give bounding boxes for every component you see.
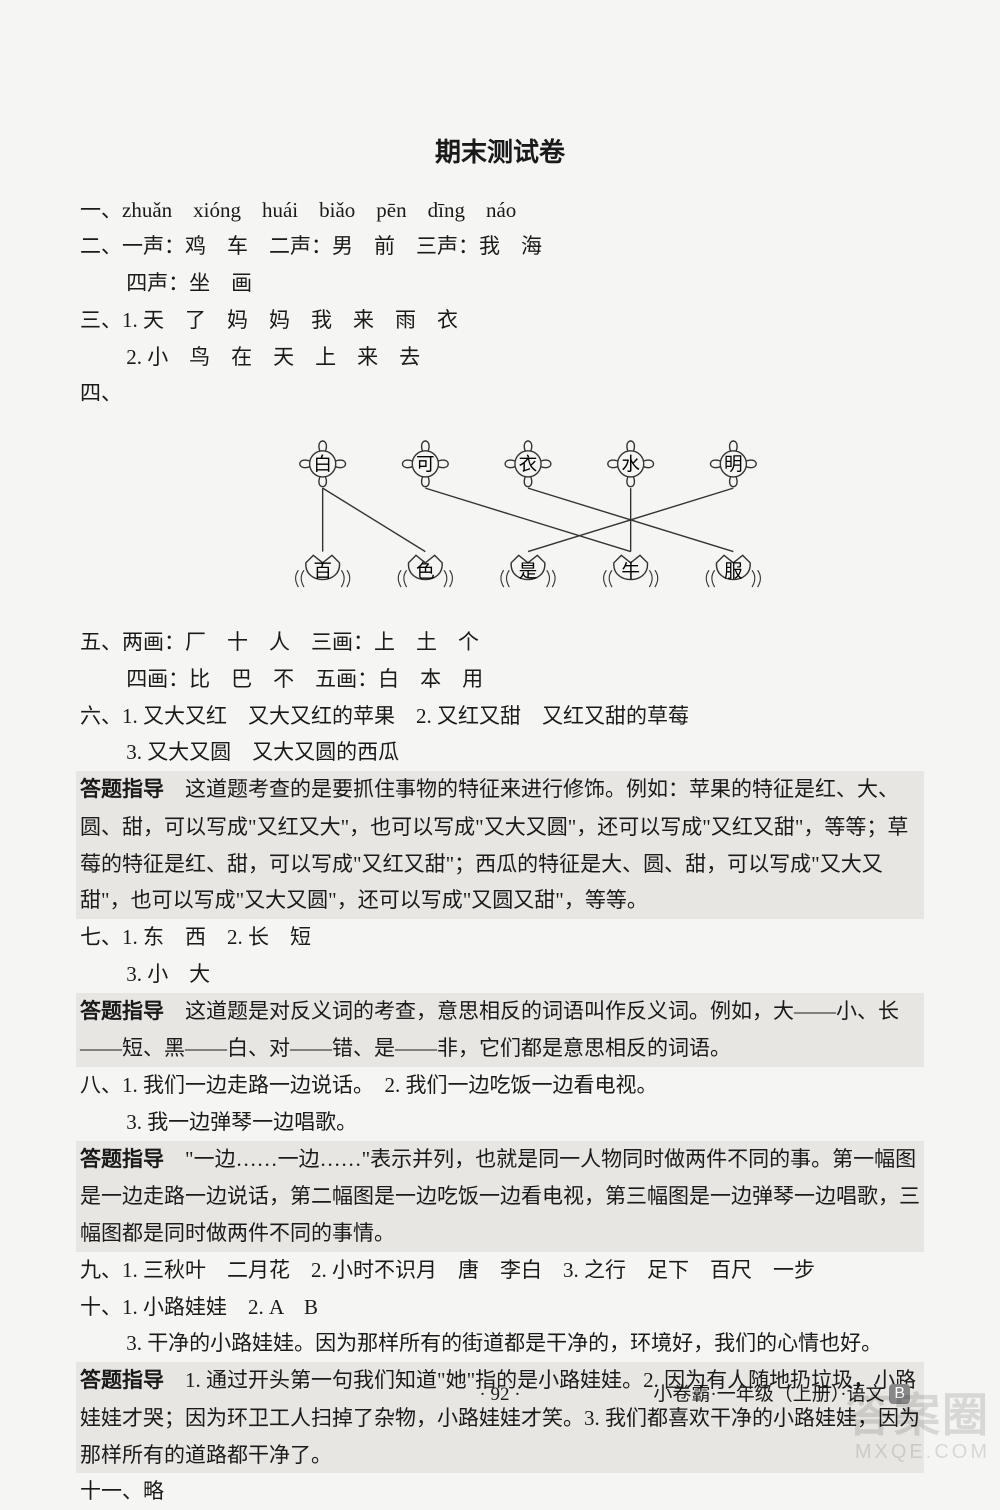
- svg-text:可: 可: [416, 454, 435, 475]
- watermark-big: 答案圈: [846, 1390, 990, 1441]
- q4-label: 四、: [80, 375, 920, 412]
- q6-line-a: 六、1. 又大又红 又大又红的苹果 2. 又红又甜 又红又甜的草莓: [80, 698, 920, 735]
- svg-text:色: 色: [416, 562, 435, 583]
- page-title: 期末测试卷: [80, 130, 920, 176]
- q3-line-b: 2. 小 鸟 在 天 上 来 去: [80, 339, 920, 376]
- q5-line-b: 四画：比 巴 不 五画：白 本 用: [80, 661, 920, 698]
- q1-line: 一、zhuǎn xióng huái biǎo pēn dīng náo: [80, 192, 920, 229]
- hint-label: 答题指导: [80, 1148, 164, 1171]
- matching-diagram: 白 可 衣 水 明百 色 是 牛 服: [80, 418, 920, 618]
- q7-hint-text: 这道题是对反义词的考查，意思相反的词语叫作反义词。例如，大——小、长——短、黑—…: [80, 999, 899, 1061]
- q11-line: 十一、略: [80, 1473, 920, 1510]
- q2-line-a: 二、一声：鸡 车 二声：男 前 三声：我 海: [80, 228, 920, 265]
- q9-line: 九、1. 三秋叶 二月花 2. 小时不识月 唐 李白 3. 之行 足下 百尺 一…: [80, 1252, 920, 1289]
- q7-line-b: 3. 小 大: [80, 956, 920, 993]
- q6-line-b: 3. 又大又圆 又大又圆的西瓜: [80, 734, 920, 771]
- q10-line-a: 十、1. 小路娃娃 2. A B: [80, 1289, 920, 1326]
- q7-hint: 答题指导 这道题是对反义词的考查，意思相反的词语叫作反义词。例如，大——小、长—…: [76, 993, 924, 1068]
- q3-line-a: 三、1. 天 了 妈 妈 我 来 雨 衣: [80, 302, 920, 339]
- svg-text:水: 水: [621, 454, 640, 475]
- q8-hint-text: "一边……一边……"表示并列，也就是同一人物同时做两件不同的事。第一幅图是一边走…: [80, 1147, 920, 1246]
- hint-label: 答题指导: [80, 1000, 164, 1023]
- q8-line-b: 3. 我一边弹琴一边唱歌。: [80, 1104, 920, 1141]
- q7-line-a: 七、1. 东 西 2. 长 短: [80, 919, 920, 956]
- svg-text:百: 百: [313, 562, 332, 583]
- svg-text:白: 白: [313, 454, 332, 475]
- svg-text:牛: 牛: [621, 562, 640, 583]
- q2-line-b: 四声：坐 画: [80, 265, 920, 302]
- svg-text:衣: 衣: [519, 454, 538, 475]
- svg-text:是: 是: [519, 562, 538, 583]
- watermark: 答案圈 MXQE.COM: [846, 1390, 990, 1463]
- q5-line-a: 五、两画：厂 十 人 三画：上 土 个: [80, 624, 920, 661]
- q10-line-b: 3. 干净的小路娃娃。因为那样所有的街道都是干净的，环境好，我们的心情也好。: [80, 1325, 920, 1362]
- q8-line-a: 八、1. 我们一边走路一边说话。 2. 我们一边吃饭一边看电视。: [80, 1067, 920, 1104]
- q6-hint-text: 这道题考查的是要抓住事物的特征来进行修饰。例如：苹果的特征是红、大、圆、甜，可以…: [80, 777, 908, 912]
- svg-text:明: 明: [724, 454, 743, 475]
- watermark-small: MXQE.COM: [846, 1441, 990, 1463]
- q8-hint: 答题指导 "一边……一边……"表示并列，也就是同一人物同时做两件不同的事。第一幅…: [76, 1141, 924, 1252]
- svg-text:服: 服: [724, 562, 743, 583]
- hint-label: 答题指导: [80, 778, 164, 801]
- q6-hint: 答题指导 这道题考查的是要抓住事物的特征来进行修饰。例如：苹果的特征是红、大、圆…: [76, 771, 924, 919]
